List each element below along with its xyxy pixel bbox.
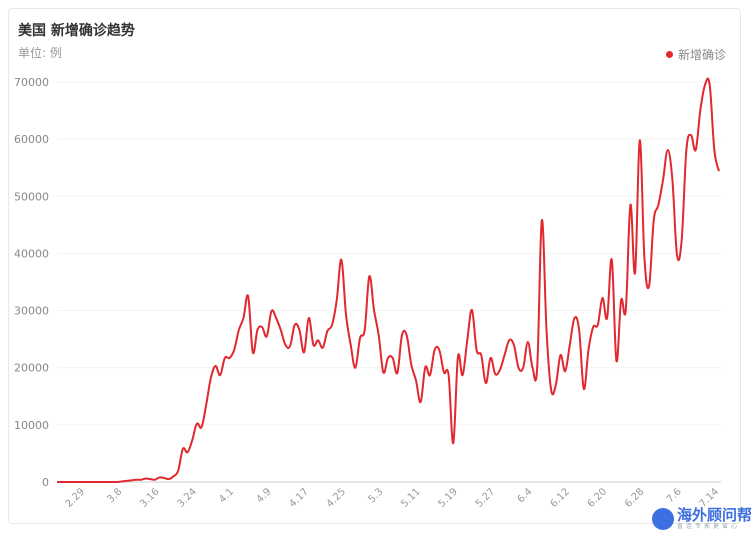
- x-tick-label: 5.27: [474, 486, 498, 510]
- x-tick-label: 6.20: [586, 486, 610, 510]
- chart-card: [8, 8, 741, 524]
- watermark-name: 海外顾问帮: [677, 506, 753, 524]
- x-tick-label: 4.9: [255, 486, 274, 505]
- y-tick-label: 20000: [14, 362, 49, 375]
- watermark: 海外顾问帮 直连专家更省心: [652, 507, 752, 531]
- x-tick-label: 4.17: [287, 486, 311, 510]
- x-tick-label: 4.1: [217, 486, 236, 505]
- x-tick-label: 3.16: [138, 486, 162, 510]
- legend-dot-icon: [665, 51, 673, 58]
- x-tick-label: 5.11: [399, 486, 423, 510]
- y-tick-label: 10000: [14, 419, 49, 432]
- x-tick-label: 3.8: [105, 486, 124, 505]
- y-tick-label: 60000: [14, 133, 49, 146]
- chart-unit-label: 单位: 例: [18, 46, 62, 60]
- watermark-logo-icon: [652, 508, 674, 530]
- x-tick-label: 4.25: [325, 486, 349, 510]
- x-tick-label: 7.6: [665, 486, 684, 505]
- legend-label: 新增确诊: [677, 48, 726, 62]
- x-tick-label: 2.29: [64, 486, 88, 510]
- x-tick-label: 5.3: [366, 486, 385, 505]
- x-tick-label: 5.19: [437, 486, 461, 510]
- chart-title: 美国 新增确诊趋势: [18, 23, 135, 39]
- y-tick-label: 30000: [14, 305, 49, 318]
- y-tick-label: 0: [42, 476, 49, 489]
- series-line-new-cases: [57, 77, 720, 484]
- x-tick-label: 6.12: [548, 486, 572, 510]
- y-tick-label: 40000: [14, 247, 49, 260]
- y-tick-label: 50000: [14, 190, 49, 203]
- x-tick-label: 6.4: [516, 486, 535, 505]
- legend-item[interactable]: 新增确诊: [665, 46, 726, 63]
- watermark-slogan: 直连专家更省心: [677, 523, 741, 530]
- x-tick-label: 6.28: [623, 486, 647, 510]
- x-tick-label: 3.24: [175, 486, 199, 510]
- y-tick-label: 70000: [14, 76, 49, 89]
